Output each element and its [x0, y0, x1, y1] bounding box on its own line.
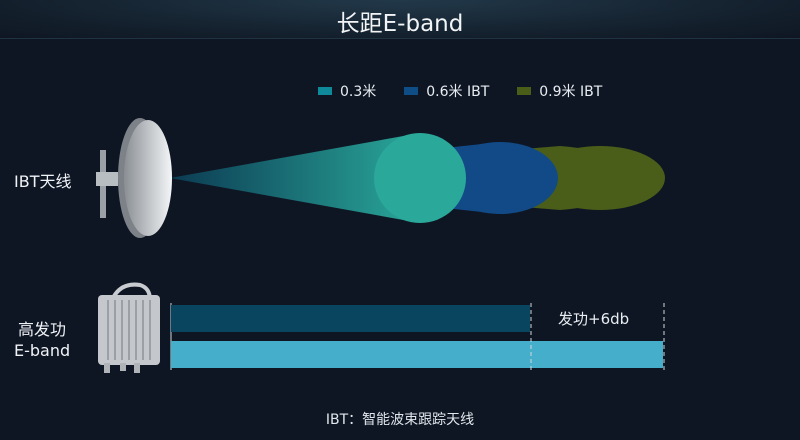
legend-label: 0.9米 IBT	[539, 84, 603, 100]
ibt-antenna-image	[96, 118, 172, 238]
antenna-label: IBT天线	[14, 172, 72, 191]
page-title: 长距E-band	[336, 11, 464, 37]
legend: 0.3米 0.6米 IBT 0.9米 IBT	[318, 81, 602, 101]
gain-label: 发功+6db	[558, 310, 630, 328]
legend-swatch	[517, 87, 532, 95]
radio-label-line1: 高发功	[18, 320, 67, 339]
legend-item-0.6m: 0.6米 IBT	[404, 81, 489, 101]
bar-high-power	[171, 341, 663, 368]
beam-0.3m	[170, 133, 466, 223]
legend-swatch	[318, 87, 332, 95]
bar-normal-power	[171, 305, 530, 332]
legend-label: 0.3米	[340, 84, 377, 100]
legend-label: 0.6米 IBT	[426, 84, 490, 100]
legend-item-0.3m: 0.3米	[318, 81, 376, 101]
footnote: IBT：智能波束跟踪天线	[325, 412, 475, 428]
e-band-radio-image	[98, 282, 160, 373]
legend-swatch	[404, 87, 419, 95]
radio-label-line2: E-band	[14, 341, 71, 360]
header-bar	[0, 0, 800, 39]
legend-item-0.9m: 0.9米 IBT	[517, 81, 602, 101]
